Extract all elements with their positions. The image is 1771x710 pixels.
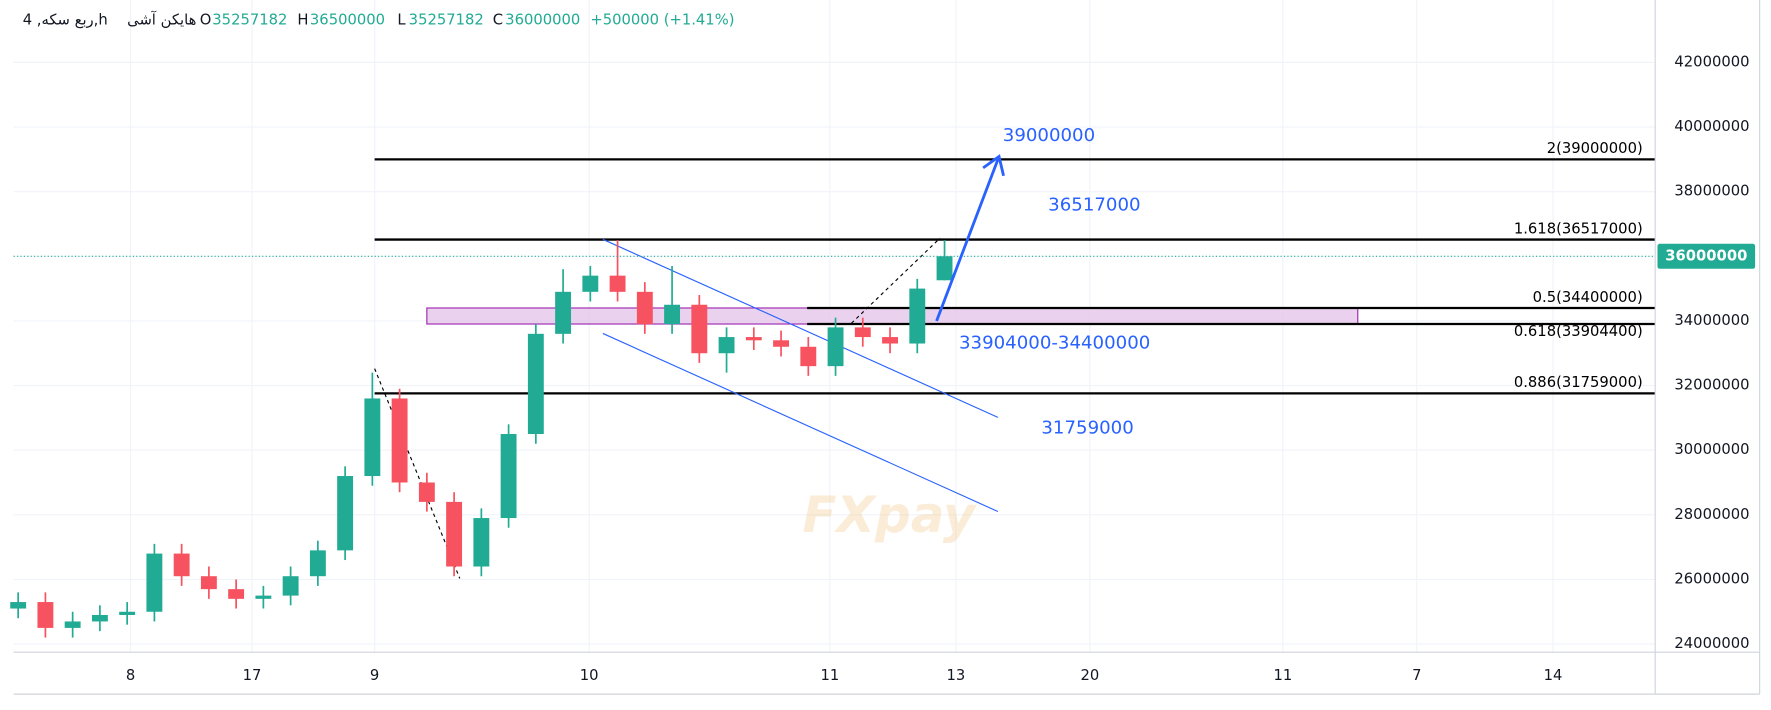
candle-body [364, 398, 381, 477]
candle-body [473, 518, 490, 567]
candle-body [691, 304, 708, 354]
annotation: 33904000-34400000 [959, 333, 1150, 354]
candle-body [337, 476, 354, 551]
y-tick-label: 42000000 [1674, 53, 1749, 70]
fib-label: 2(39000000) [1547, 140, 1643, 157]
candle-body [854, 327, 871, 338]
candle-body [200, 576, 217, 590]
x-tick-label: 11 [1273, 667, 1292, 684]
dashed-line [851, 237, 941, 324]
y-tick-label: 32000000 [1674, 377, 1749, 394]
candle-body [500, 434, 517, 519]
fib-label: 0.5(34400000) [1533, 289, 1643, 306]
change: +500000 (+1.41%) [590, 11, 734, 28]
candle-body [527, 333, 544, 435]
c-label: C [493, 11, 503, 28]
channel-line [602, 332, 999, 513]
x-tick-label: 17 [243, 667, 262, 684]
x-tick-label: 9 [370, 667, 379, 684]
x-tick-label: 14 [1544, 667, 1563, 684]
candle-body [773, 340, 790, 347]
candle-body [173, 553, 190, 577]
y-tick-label: 26000000 [1674, 570, 1749, 587]
candle-body [391, 398, 408, 483]
candle-body [255, 595, 272, 599]
candle-body [882, 337, 898, 344]
candle-body [119, 611, 136, 615]
candle-body [64, 621, 81, 628]
y-tick-label: 34000000 [1674, 312, 1749, 329]
candle-body [418, 482, 435, 502]
symbol: 4 ,ربع سکه,h [23, 11, 108, 28]
candle-body [228, 589, 245, 599]
candle-body [936, 256, 953, 281]
overlays: 36000000 39000000 36517000 33904000-3440000… [13, 125, 1756, 439]
h-value: 36500000 [310, 11, 385, 28]
candle-body [664, 304, 681, 325]
candle-body [555, 291, 572, 334]
candle-body [582, 275, 599, 292]
candle-body [309, 550, 326, 577]
price-label: 36000000 [1665, 247, 1747, 264]
fib-label: 1.618(36517000) [1514, 220, 1643, 237]
y-tick-label: 28000000 [1674, 506, 1749, 523]
o-value: 35257182 [212, 11, 287, 28]
annotation: 39000000 [1003, 125, 1095, 146]
h-label: H [297, 11, 308, 28]
channel-line [602, 238, 999, 418]
fib-label: 0.886(31759000) [1514, 374, 1643, 391]
candle-body [146, 553, 163, 612]
candle-body [446, 501, 463, 567]
annotation: 31759000 [1041, 418, 1133, 439]
annotation: 36517000 [1048, 194, 1140, 215]
x-tick-label: 13 [946, 667, 965, 684]
drawings: 2(39000000) 1.618(36517000) 0.5(34400000) 0… [374, 140, 1656, 579]
candle-body [909, 288, 926, 344]
candle-body [718, 337, 735, 354]
arrow [935, 154, 1005, 322]
x-tick-label: 11 [820, 667, 839, 684]
y-tick-label: 24000000 [1674, 635, 1749, 652]
price-label-box [1657, 243, 1756, 269]
chart-style: هایکن آشی [127, 10, 196, 28]
candle-body [91, 614, 108, 622]
x-tick-label: 8 [126, 667, 135, 684]
x-tick-label: 10 [580, 667, 599, 684]
c-value: 36000000 [505, 11, 580, 28]
candle-body [800, 346, 817, 367]
fib-label: 0.618(33904400) [1514, 323, 1643, 340]
candle-body [282, 576, 299, 596]
x-tick-label: 20 [1080, 667, 1099, 684]
watermark: FXpay [802, 486, 978, 544]
x-tick-label: 7 [1412, 667, 1421, 684]
candle-body [609, 275, 626, 292]
l-value: 35257182 [409, 11, 484, 28]
l-label: L [397, 11, 406, 28]
candles [10, 240, 953, 638]
y-tick-label: 38000000 [1674, 183, 1749, 200]
candle-body [745, 337, 762, 341]
y-tick-label: 30000000 [1674, 441, 1749, 458]
candle-body [636, 291, 653, 325]
candle-body [10, 602, 27, 609]
y-tick-label: 40000000 [1674, 118, 1749, 135]
o-label: O [200, 11, 212, 28]
header: 4 ,ربع سکه,h هایکن آشی O 35257182 H 3650… [23, 10, 735, 28]
candle-body [37, 602, 54, 628]
candle-body [827, 327, 844, 367]
